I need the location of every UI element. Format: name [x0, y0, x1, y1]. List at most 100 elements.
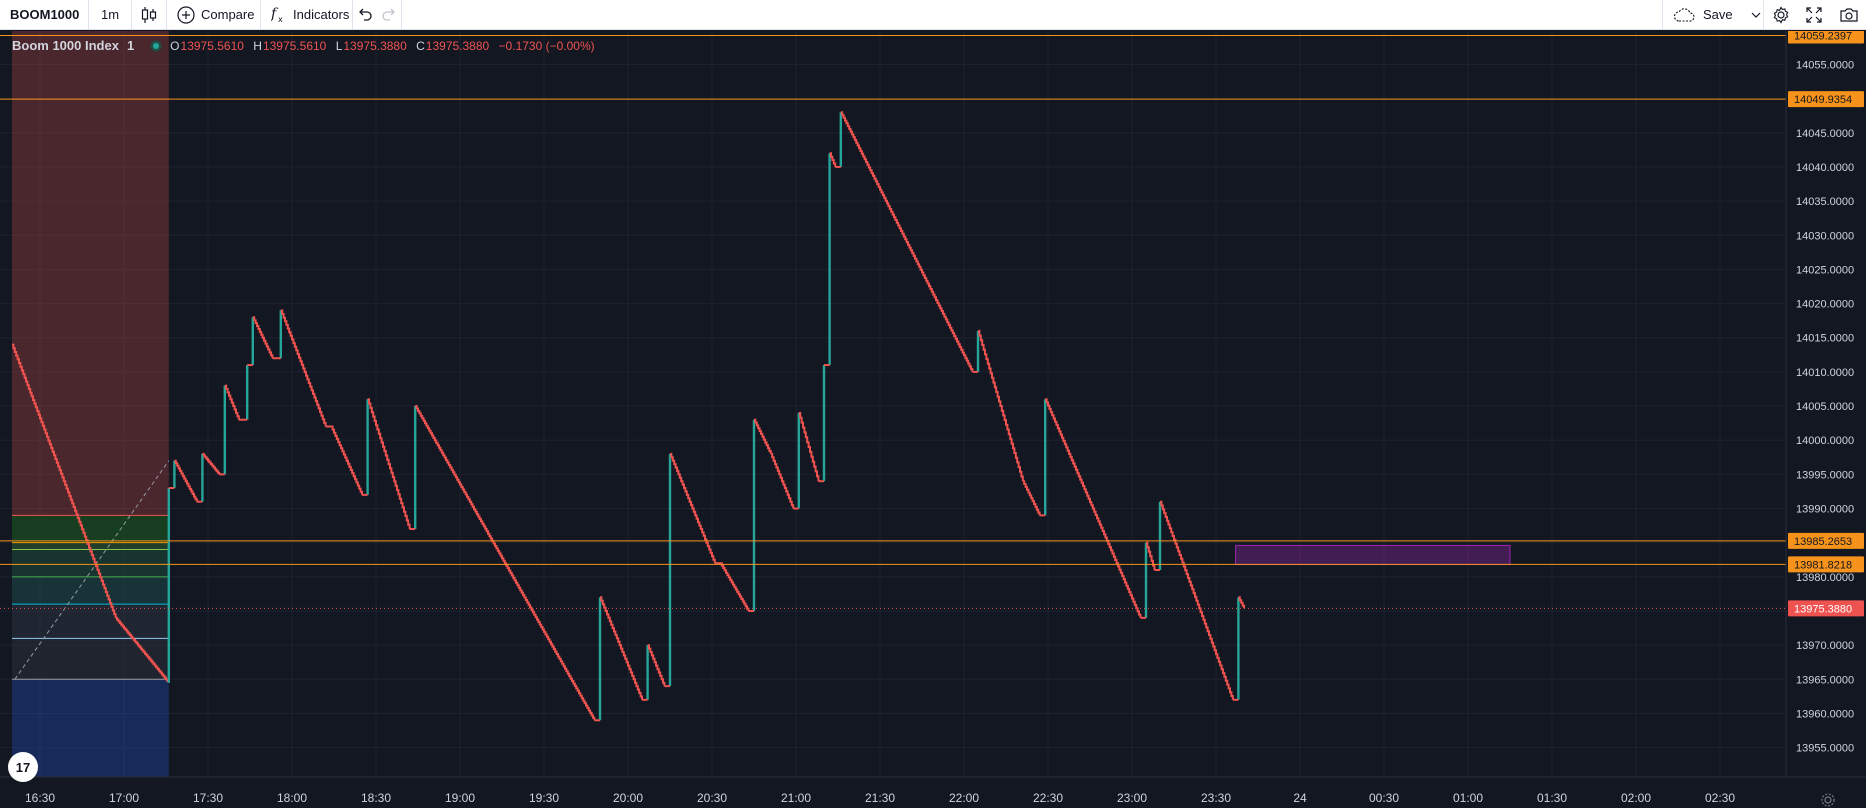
compare-label: Compare	[201, 7, 255, 22]
time-tick-label: 23:00	[1117, 791, 1147, 805]
legend-ohlc: O13975.5610 H13975.5610 L13975.3880 C139…	[170, 39, 594, 53]
last-price-label-box	[1788, 600, 1864, 617]
time-tick-label: 01:00	[1453, 791, 1483, 805]
down-candle-run	[770, 452, 795, 509]
price-label-box	[1788, 31, 1864, 44]
price-axis-background	[1786, 31, 1866, 808]
market-status-icon	[150, 40, 162, 52]
fib-band	[12, 542, 169, 550]
price-label-text: 13985.2653	[1794, 536, 1852, 548]
undo-icon	[357, 7, 373, 23]
axis-settings-icon[interactable]	[1821, 793, 1835, 807]
time-tick-label: 23:30	[1201, 791, 1231, 805]
redo-button[interactable]	[377, 0, 401, 30]
price-label-box	[1788, 532, 1864, 549]
legend-interval: 1	[126, 38, 135, 53]
svg-text:f: f	[271, 6, 279, 22]
time-tick-label: 21:00	[781, 791, 811, 805]
time-axis-background	[0, 777, 1866, 808]
down-candle-run	[1146, 541, 1156, 570]
price-tick-label: 13980.0000	[1796, 572, 1854, 584]
price-label-text: 13981.8218	[1794, 559, 1852, 571]
down-candle-run	[840, 111, 974, 372]
time-tick-label: 01:30	[1537, 791, 1567, 805]
price-chart[interactable]: 13955.0000 13960.0000 13965.0000 13970.0000…	[0, 31, 1866, 808]
settings-button[interactable]	[1764, 0, 1798, 30]
time-tick-label: 17:30	[193, 791, 223, 805]
buy-zone	[12, 679, 169, 777]
axis-settings-icon-inner	[1824, 796, 1832, 804]
toolbar-divider	[1662, 0, 1663, 30]
sell-zone	[12, 31, 169, 516]
undo-button[interactable]	[353, 0, 377, 30]
down-candle-run	[978, 329, 1024, 482]
price-tick-label: 13960.0000	[1796, 708, 1854, 720]
save-menu-button[interactable]	[1749, 0, 1763, 30]
price-tick-label: 13970.0000	[1796, 640, 1854, 652]
fullscreen-button[interactable]	[1798, 0, 1832, 30]
interval-button[interactable]: 1m	[100, 7, 120, 22]
down-candle-run	[647, 644, 666, 687]
time-tick-label: 20:00	[613, 791, 643, 805]
close-key: C	[416, 38, 425, 53]
change-value: −0.1730 (−0.00%)	[498, 38, 595, 53]
last-price-label: 13975.3880	[1788, 600, 1864, 617]
time-tick-label: 19:30	[529, 791, 559, 805]
drawing-zones	[12, 31, 1511, 777]
time-tick-label: 22:30	[1033, 791, 1063, 805]
down-candle-run	[754, 418, 772, 454]
price-label-box	[1788, 91, 1864, 108]
down-candle-run	[367, 398, 411, 529]
down-candle-run	[829, 152, 837, 167]
compare-button[interactable]: Compare	[167, 0, 260, 30]
price-axis[interactable]: 13955.0000 13960.0000 13965.0000 13970.0000…	[1785, 31, 1866, 808]
fib-band	[12, 638, 169, 680]
axis-settings-icon-outer	[1821, 793, 1835, 807]
low-value: 13975.3880	[343, 38, 407, 53]
toolbar-divider	[401, 0, 402, 30]
down-candle-run	[12, 343, 117, 618]
time-tick-label: 17:00	[109, 791, 139, 805]
toolbar-divider	[88, 0, 89, 30]
price-tick-label: 14025.0000	[1796, 264, 1854, 276]
down-candle-run	[331, 425, 363, 495]
down-candle-run	[415, 405, 596, 721]
price-label-text: 14049.9354	[1794, 94, 1852, 106]
price-tick-label: 14030.0000	[1796, 230, 1854, 242]
snapshot-button[interactable]	[1832, 0, 1866, 30]
fib-band	[12, 604, 169, 639]
time-tick-label: 16:30	[25, 791, 55, 805]
save-label: Save	[1703, 7, 1733, 22]
high-key: H	[253, 38, 262, 53]
redo-icon	[381, 7, 397, 23]
price-tick-label: 14015.0000	[1796, 333, 1854, 345]
toolbar-divider	[260, 0, 261, 30]
toolbar-divider	[131, 0, 132, 30]
plus-circle-icon	[177, 5, 195, 24]
tradingview-logo[interactable]: 17	[8, 752, 38, 782]
save-button[interactable]: Save	[1663, 0, 1749, 30]
chart-legend: Boom 1000 Index 1 O13975.5610 H13975.561…	[12, 38, 595, 53]
fib-band	[12, 515, 169, 543]
close-value: 13975.3880	[425, 38, 490, 53]
price-tick-label: 14040.0000	[1796, 162, 1854, 174]
camera-icon	[1840, 7, 1858, 23]
time-tick-label: 02:30	[1705, 791, 1735, 805]
price-tick-label: 13965.0000	[1796, 674, 1854, 686]
time-axis[interactable]: 16:30 17:00 17:30 18:00 18:30 19:00 19:30 20:00…	[0, 776, 1866, 808]
price-tick-label: 14005.0000	[1796, 401, 1854, 413]
chart-style-button[interactable]	[132, 0, 166, 30]
price-tick-label: 14045.0000	[1796, 128, 1854, 140]
time-tick-label: 19:00	[445, 791, 475, 805]
toolbar-divider	[166, 0, 167, 30]
symbol-search[interactable]: BOOM1000	[10, 7, 80, 22]
down-candle-run	[670, 452, 716, 564]
price-tick-label: 13995.0000	[1796, 469, 1854, 481]
fib-band	[12, 549, 169, 577]
toolbar-right: Save	[1662, 0, 1866, 30]
time-tick-label: 20:30	[697, 791, 727, 805]
price-tick-label: 13955.0000	[1796, 743, 1854, 755]
time-tick-label: 18:30	[361, 791, 391, 805]
